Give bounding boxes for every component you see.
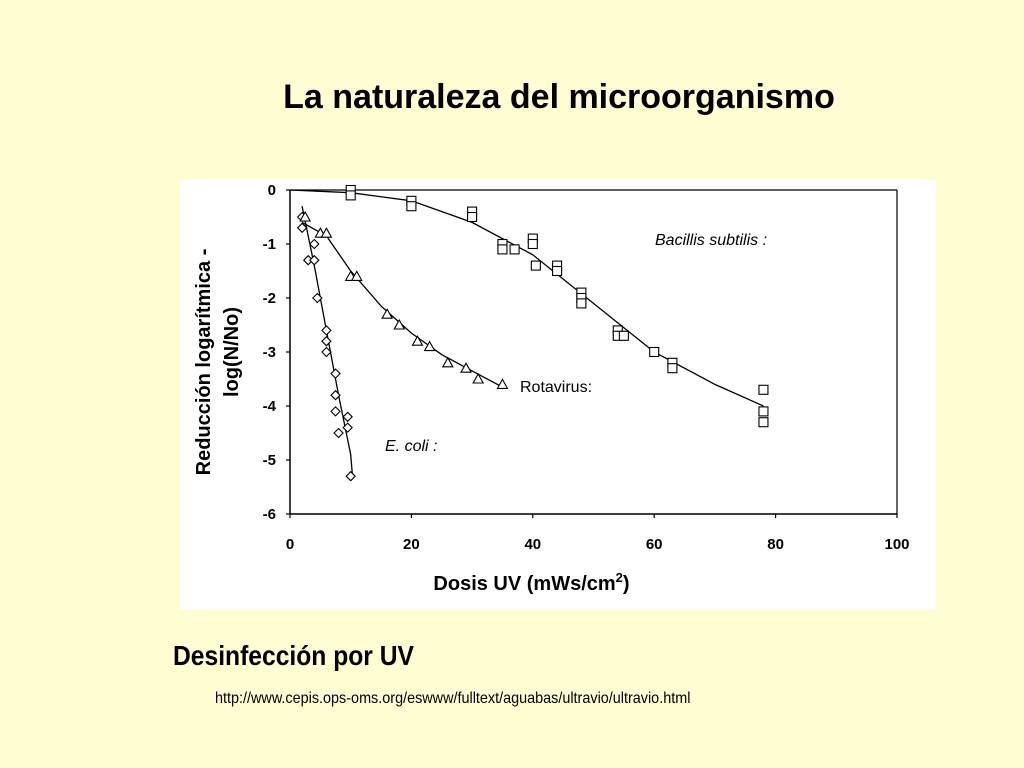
y-tick-label: -1 — [263, 236, 276, 253]
data-point-bacillus — [758, 417, 769, 428]
data-point-bacillus — [497, 244, 508, 255]
x-tick-label: 100 — [884, 536, 909, 553]
data-point-rotavirus — [411, 335, 424, 346]
chart-labels: Reducción logarítmica - log(N/No) Dosis … — [193, 232, 767, 595]
data-point-rotavirus — [472, 372, 485, 384]
series-label-rotavirus: Rotavirus: — [520, 379, 592, 396]
x-axis-label-suffix: ) — [623, 573, 630, 595]
y-tick-label: 0 — [268, 182, 276, 199]
data-point-ecoli — [342, 411, 353, 423]
fit-line-ecoli — [301, 206, 354, 477]
data-point-ecoli — [309, 254, 320, 266]
chart-svg: 0 -1 -2 -3 -4 -5 -6 0 20 40 60 80 100 Reducción loga… — [193, 182, 910, 595]
data-point-ecoli — [312, 292, 323, 304]
slide-caption: Desinfección por UV — [173, 640, 414, 671]
x-tick-label: 60 — [646, 536, 663, 553]
y-axis-label-unit: log(N/No) — [221, 307, 243, 397]
data-point-bacillus — [576, 298, 587, 309]
data-point-rotavirus — [299, 210, 312, 222]
data-point-ecoli — [330, 389, 341, 401]
data-point-bacillus — [758, 406, 769, 417]
data-point-rotavirus — [496, 378, 509, 389]
series-label-bacillus: Bacillis subtilis : — [655, 232, 767, 249]
data-point-bacillus — [345, 190, 356, 201]
x-tick-label: 0 — [286, 536, 294, 553]
series-label-ecoli: E. coli : — [385, 438, 437, 455]
data-point-bacillus — [758, 384, 769, 395]
data-point-rotavirus — [441, 356, 454, 368]
data-point-ecoli — [321, 346, 332, 358]
x-axis-label-superscript: 2 — [616, 570, 623, 585]
data-point-ecoli — [330, 368, 341, 379]
y-axis-label: Reducción logarítmica - — [193, 249, 215, 476]
data-point-rotavirus — [460, 362, 472, 373]
y-tick-label: -5 — [263, 452, 276, 469]
data-point-bacillus — [667, 363, 678, 374]
data-point-rotavirus — [320, 227, 333, 238]
x-tick-label: 20 — [403, 536, 420, 553]
data-point-bacillus — [618, 330, 629, 341]
data-point-bacillus — [552, 265, 563, 277]
data-point-ecoli — [330, 406, 341, 417]
uv-dose-response-chart: 0 -1 -2 -3 -4 -5 -6 0 20 40 60 80 100 Reducción loga… — [180, 180, 936, 610]
fit-line-bacillus — [289, 189, 764, 407]
y-tick-label: -4 — [263, 398, 277, 415]
x-axis-label-main: Dosis UV (mWs/cm — [433, 573, 615, 595]
data-point-ecoli — [321, 335, 332, 347]
data-point-ecoli — [321, 325, 332, 336]
y-tick-label: -3 — [263, 344, 276, 361]
chart-marks — [296, 184, 769, 482]
data-point-rotavirus — [423, 340, 436, 352]
data-point-rotavirus — [350, 270, 363, 281]
data-point-ecoli — [333, 427, 344, 439]
source-url-link[interactable]: http://www.cepis.ops-oms.org/eswww/fullt… — [215, 690, 691, 707]
data-point-bacillus — [509, 244, 520, 255]
data-point-bacillus — [530, 260, 541, 271]
data-point-bacillus — [527, 238, 538, 250]
data-point-ecoli — [309, 238, 320, 250]
chart-axes: 0 -1 -2 -3 -4 -5 -6 0 20 40 60 80 100 — [263, 182, 910, 553]
data-point-ecoli — [296, 222, 308, 234]
data-point-bacillus — [467, 211, 478, 223]
y-tick-label: -6 — [263, 506, 276, 523]
data-point-rotavirus — [381, 308, 394, 319]
data-point-bacillus — [406, 201, 417, 212]
slide-title: La naturaleza del microorganismo — [283, 78, 835, 116]
x-tick-label: 80 — [767, 536, 784, 553]
x-tick-label: 40 — [524, 536, 541, 553]
data-point-rotavirus — [393, 318, 406, 330]
data-point-ecoli — [342, 422, 353, 433]
data-point-ecoli — [345, 470, 356, 482]
x-axis-label: Dosis UV (mWs/cm2) — [433, 570, 629, 595]
y-tick-label: -2 — [263, 290, 276, 307]
data-point-bacillus — [649, 346, 660, 358]
